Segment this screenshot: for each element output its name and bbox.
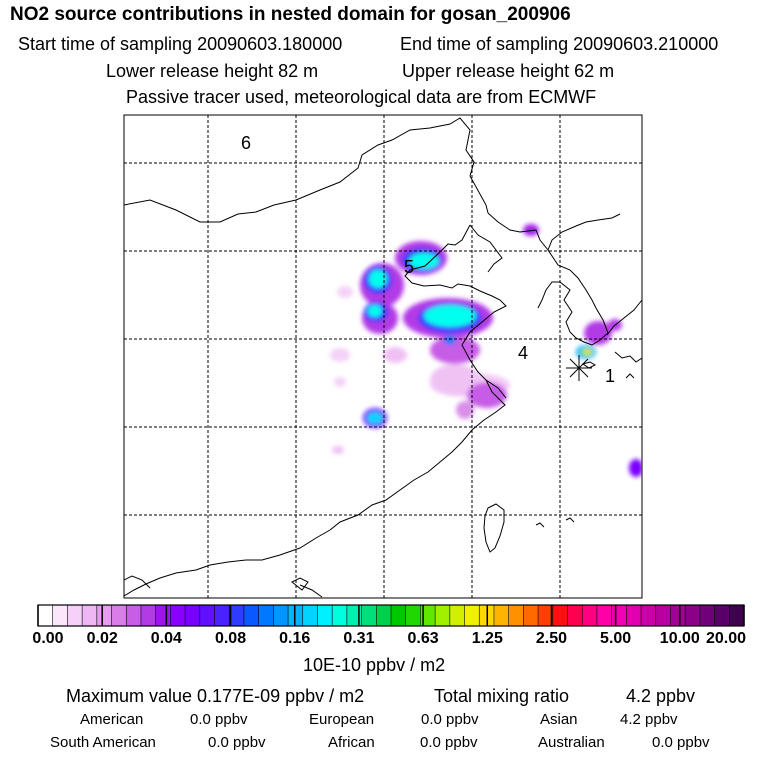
colorbar-tick-label: 2.50 xyxy=(535,630,568,647)
colorbar-cell xyxy=(626,605,642,626)
australian-value: 0.0 ppbv xyxy=(652,734,710,751)
colorbar-cell xyxy=(346,605,363,626)
colorbar-cell xyxy=(288,605,304,626)
colorbar-cell xyxy=(317,605,333,626)
colorbar-cell xyxy=(493,605,510,626)
colorbar-cell xyxy=(214,605,230,626)
colorbar-cell xyxy=(538,605,554,626)
total-mixing-ratio-label: Total mixing ratio xyxy=(434,686,570,706)
colorbar-cell xyxy=(82,605,98,626)
colorbar-tick-label: 10.00 xyxy=(659,630,700,647)
african-value: 0.0 ppbv xyxy=(420,734,478,751)
graticule xyxy=(124,115,642,598)
colorbar-tick-label: 20.00 xyxy=(705,630,747,647)
colorbar-cell xyxy=(155,605,171,626)
colorbar-cell xyxy=(523,605,539,626)
region-label-6: 6 xyxy=(241,133,251,153)
european-label: European xyxy=(309,711,375,728)
colorbar-cell xyxy=(126,605,142,626)
region-label-4: 4 xyxy=(518,343,528,363)
colorbar-cell xyxy=(729,605,745,626)
region-label-5: 5 xyxy=(404,257,414,277)
colorbar-cell xyxy=(567,605,583,626)
colorbar xyxy=(37,604,745,627)
colorbar-cell xyxy=(243,605,260,626)
colorbar-cell xyxy=(38,605,54,626)
colorbar-cell xyxy=(361,605,377,626)
colorbar-cell xyxy=(170,605,186,626)
maximum-value: Maximum value 0.177E-09 ppbv / m2 xyxy=(66,686,365,706)
colorbar-cell xyxy=(552,605,568,626)
colorbar-cell xyxy=(435,605,451,626)
colorbar-cell xyxy=(258,605,274,626)
colorbar-cell xyxy=(508,605,524,626)
coastlines xyxy=(124,117,642,598)
colorbar-cell xyxy=(391,605,407,626)
lower-release-label: Lower release height 82 m xyxy=(106,61,319,81)
colorbar-cell xyxy=(449,605,466,626)
colorbar-tick-label: 0.02 xyxy=(86,630,118,647)
start-time-label: Start time of sampling 20090603.180000 xyxy=(18,34,343,54)
colorbar-unit: 10E-10 ppbv / m2 xyxy=(303,655,446,675)
australian-label: Australian xyxy=(538,734,605,751)
colorbar-cell xyxy=(464,605,480,626)
african-label: African xyxy=(328,734,375,751)
south-american-label: South American xyxy=(50,734,156,751)
colorbar-cell xyxy=(582,605,598,626)
page-title: NO2 source contributions in nested domai… xyxy=(10,4,571,25)
colorbar-cell xyxy=(199,605,215,626)
colorbar-tick-label: 0.04 xyxy=(150,630,182,647)
american-label: American xyxy=(80,711,144,728)
map-frame xyxy=(123,114,643,599)
colorbar-cell xyxy=(670,605,686,626)
colorbar-tick-label: 0.08 xyxy=(214,630,247,647)
colorbar-ticks: 0.00 0.02 0.04 0.08 0.16 0.31 0.63 1.25 2.50 5.00… xyxy=(0,630,768,652)
colorbar-cell xyxy=(67,605,83,626)
asian-label: Asian xyxy=(540,711,578,728)
region-label-1: 1 xyxy=(605,366,615,386)
upper-release-label: Upper release height 62 m xyxy=(402,61,615,81)
colorbar-cell xyxy=(96,605,113,626)
asterisk-icon xyxy=(566,355,592,381)
colorbar-tick-label: 0.31 xyxy=(343,630,375,647)
total-mixing-ratio-value: 4.2 ppbv xyxy=(626,686,696,706)
colorbar-tick-label: 1.25 xyxy=(471,630,503,647)
colorbar-cell xyxy=(714,605,730,626)
colorbar-cell xyxy=(111,605,127,626)
colorbar-cell xyxy=(140,605,157,626)
colorbar-tick-label: 0.63 xyxy=(407,630,439,647)
tracer-note: Passive tracer used, meteorological data… xyxy=(126,87,597,107)
end-time-label: End time of sampling 20090603.210000 xyxy=(400,34,719,54)
colorbar-cell xyxy=(376,605,392,626)
colorbar-tick-label: 0.00 xyxy=(32,630,64,647)
colorbar-cell xyxy=(685,605,701,626)
colorbar-cell xyxy=(420,605,436,626)
colorbar-cell xyxy=(273,605,289,626)
colorbar-cell xyxy=(641,605,657,626)
european-value: 0.0 ppbv xyxy=(421,711,479,728)
colorbar-cell xyxy=(611,605,627,626)
colorbar-cell xyxy=(699,605,716,626)
colorbar-tick-label: 5.00 xyxy=(600,630,632,647)
colorbar-cell xyxy=(302,605,318,626)
american-value: 0.0 ppbv xyxy=(190,711,248,728)
south-american-value: 0.0 ppbv xyxy=(208,734,266,751)
colorbar-cell xyxy=(52,605,68,626)
colorbar-cell xyxy=(596,605,613,626)
asian-value: 4.2 ppbv xyxy=(620,711,678,728)
colorbar-cell xyxy=(229,605,245,626)
colorbar-cell xyxy=(405,605,421,626)
colorbar-cell xyxy=(655,605,671,626)
colorbar-cell xyxy=(185,605,201,626)
colorbar-cell xyxy=(332,605,348,626)
colorbar-tick-label: 0.16 xyxy=(279,630,311,647)
